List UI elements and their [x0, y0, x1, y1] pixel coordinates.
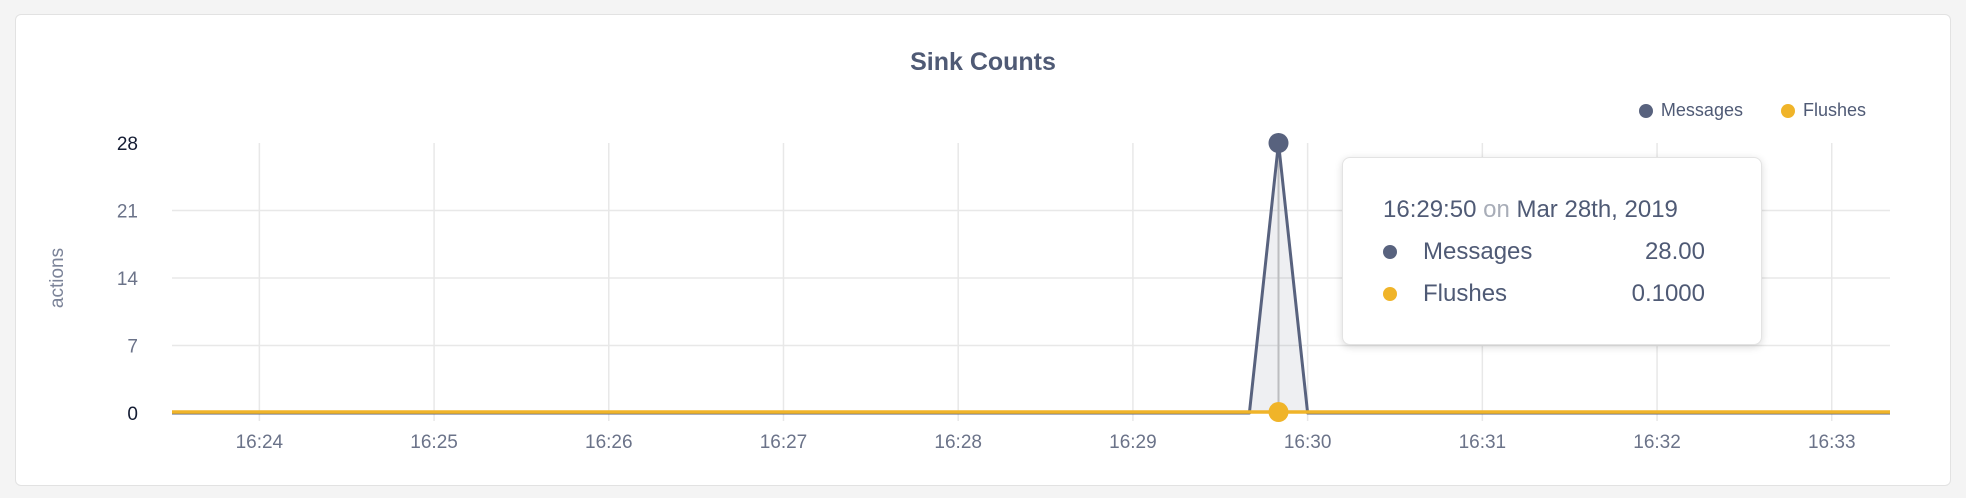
- x-tick-label: 16:32: [1633, 432, 1681, 453]
- tooltip-row-messages: Messages 28.00: [1383, 238, 1705, 266]
- x-tick-label: 16:27: [760, 432, 808, 453]
- tooltip-value: 28.00: [1644, 238, 1705, 265]
- y-tick-label: 21: [117, 202, 138, 223]
- legend-item-flushes[interactable]: Flushes: [1780, 100, 1866, 121]
- y-tick-label: 28: [117, 134, 138, 155]
- x-tick-label: 16:24: [236, 432, 284, 453]
- legend: Messages Flushes: [1638, 100, 1866, 121]
- tooltip-series-name: Flushes: [1423, 280, 1508, 307]
- messages-hover-point: [1268, 133, 1289, 153]
- tooltip-header: 16:29:50 on Mar 28th, 2019: [1383, 196, 1678, 224]
- x-tick-label: 16:26: [585, 432, 633, 453]
- x-tick-label: 16:28: [934, 432, 982, 453]
- chart-title: Sink Counts: [910, 48, 1056, 76]
- tooltip-on: on: [1483, 196, 1510, 223]
- x-tick-label: 16:33: [1808, 432, 1856, 453]
- y-tick-label: 0: [127, 404, 138, 425]
- tooltip-date: Mar 28th, 2019: [1516, 196, 1678, 223]
- messages-dot-icon: [1383, 245, 1397, 259]
- tooltip-time: 16:29:50: [1383, 196, 1477, 223]
- legend-label: Flushes: [1802, 100, 1866, 120]
- x-tick-label: 16:30: [1284, 432, 1332, 453]
- x-tick-label: 16:29: [1109, 432, 1157, 453]
- x-tick-label: 16:25: [410, 432, 458, 453]
- messages-dot-icon: [1638, 103, 1653, 118]
- tooltip-value: 0.1000: [1631, 280, 1705, 307]
- tooltip-row-flushes: Flushes 0.1000: [1383, 280, 1705, 308]
- tooltip: 16:29:50 on Mar 28th, 2019 Messages 28.0…: [1342, 157, 1762, 345]
- flushes-dot-icon: [1383, 287, 1397, 301]
- y-tick-label: 7: [127, 337, 138, 358]
- legend-label: Messages: [1660, 100, 1743, 120]
- y-tick-label: 14: [117, 269, 139, 290]
- flushes-dot-icon: [1780, 103, 1795, 118]
- flushes-hover-point: [1268, 402, 1289, 423]
- legend-item-messages[interactable]: Messages: [1638, 100, 1743, 121]
- tooltip-series-name: Messages: [1423, 238, 1533, 265]
- y-axis-label: actions: [47, 248, 68, 308]
- x-tick-label: 16:31: [1459, 432, 1507, 453]
